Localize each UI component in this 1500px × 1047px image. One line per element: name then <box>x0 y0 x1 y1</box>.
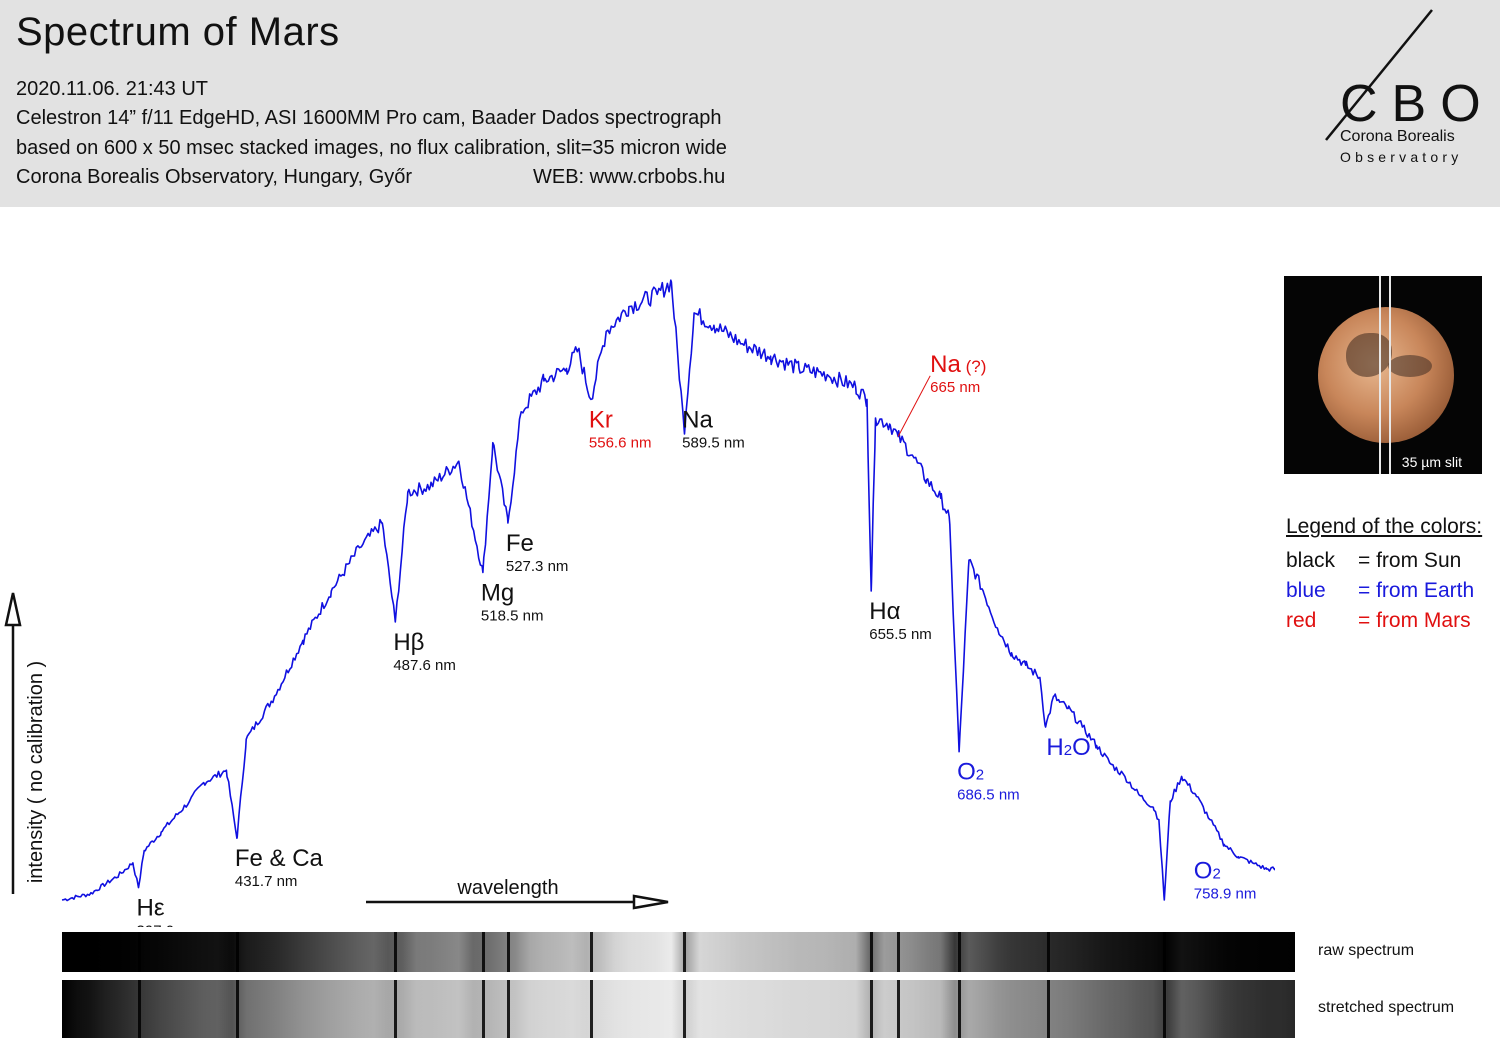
absorption-band <box>394 980 398 1038</box>
legend-item-mars: red = from Mars <box>1286 609 1471 632</box>
slit-edge-right <box>1389 276 1391 474</box>
absorption-band <box>897 980 901 1038</box>
line-wavelength: 397.0 nm <box>137 923 200 927</box>
line-symbol: Hβ <box>393 629 424 656</box>
observatory-logo: CBO Corona Borealis Observatory <box>1320 8 1490 178</box>
line-symbol: Hε <box>137 895 165 922</box>
line-wavelength: 518.5 nm <box>481 607 544 624</box>
line-wavelength: 758.9 nm <box>1194 886 1257 903</box>
absorption-band <box>394 932 398 972</box>
observatory-line: Corona Borealis Observatory, Hungary, Gy… <box>16 166 413 188</box>
line-symbol: O2 <box>1194 858 1221 885</box>
absorption-band <box>897 932 901 972</box>
method-line: based on 600 x 50 msec stacked images, n… <box>16 137 727 159</box>
absorption-band <box>137 932 141 972</box>
y-axis-label: intensity ( no calibration ) <box>25 661 47 883</box>
x-axis: wavelength <box>366 877 669 910</box>
equipment-line: Celestron 14” f/11 EdgeHD, ASI 1600MM Pr… <box>16 107 722 129</box>
logo-observatory-line: Observatory <box>1340 149 1463 165</box>
absorption-band <box>589 980 593 1038</box>
mars-planet <box>1318 307 1454 443</box>
legend-title: Legend of the colors: <box>1286 515 1483 538</box>
line-wavelength: 686.5 nm <box>957 787 1020 804</box>
absorption-band <box>683 980 687 1038</box>
line-symbol: Na <box>682 406 713 433</box>
absorption-band <box>1047 980 1051 1038</box>
absorption-band <box>481 932 485 972</box>
absorption-band <box>870 980 874 1038</box>
legend-item-sun: black = from Sun <box>1286 549 1462 572</box>
spectrum-chart: intensity ( no calibration ) wavelength … <box>4 279 1275 927</box>
x-axis-label: wavelength <box>456 877 558 899</box>
line-wavelength: 589.5 nm <box>682 434 745 451</box>
website-link[interactable]: WEB: www.crbobs.hu <box>533 166 726 188</box>
line-symbol: O2 <box>957 759 984 786</box>
line-symbol: Hα <box>869 598 900 625</box>
stretched-spectrum-strip <box>62 980 1295 1038</box>
line-symbol: Kr <box>589 406 613 433</box>
stretched-spectrum-label: stretched spectrum <box>1318 999 1455 1016</box>
logo-letters: CBO <box>1340 75 1495 133</box>
absorption-band <box>137 980 141 1038</box>
line-wavelength: 527.3 nm <box>506 558 569 575</box>
leader-line <box>897 375 931 437</box>
header-panel: Spectrum of Mars 2020.11.06. 21:43 UT Ce… <box>0 0 1500 207</box>
raw-spectrum-label: raw spectrum <box>1318 942 1415 959</box>
legend-item-earth: blue = from Earth <box>1286 579 1475 602</box>
line-symbol: H2O <box>1046 734 1090 761</box>
observation-date: 2020.11.06. 21:43 UT <box>16 78 208 100</box>
absorption-band <box>958 932 962 972</box>
slit-edge-left <box>1379 276 1381 474</box>
logo-comet-icon <box>1325 9 1433 141</box>
absorption-band <box>506 932 510 972</box>
line-label-8: Na (?)665 nm <box>897 351 986 437</box>
slit-label: 35 µm slit <box>1401 454 1462 470</box>
line-symbol: Mg <box>481 579 514 606</box>
absorption-band <box>1163 980 1167 1038</box>
line-symbol: Na (?) <box>930 351 986 378</box>
line-wavelength: 556.6 nm <box>589 434 652 451</box>
absorption-band <box>506 980 510 1038</box>
line-wavelength: 665 nm <box>930 379 980 396</box>
line-symbol: Fe <box>506 530 534 557</box>
y-axis: intensity ( no calibration ) <box>4 592 47 894</box>
absorption-band <box>235 932 239 972</box>
absorption-band <box>683 932 687 972</box>
absorption-band <box>1047 932 1051 972</box>
line-wavelength: 487.6 nm <box>393 657 456 674</box>
absorption-band <box>589 932 593 972</box>
line-symbol: Fe & Ca <box>235 845 324 872</box>
absorption-band <box>870 932 874 972</box>
raw-spectrum-strip <box>62 932 1295 972</box>
absorption-band <box>1163 932 1167 972</box>
page-title: Spectrum of Mars <box>16 10 340 54</box>
logo-name-line: Corona Borealis <box>1340 128 1455 145</box>
absorption-band <box>958 980 962 1038</box>
mars-inset-image: 35 µm slit <box>1284 276 1482 474</box>
line-label-0: Hε397.0 nm <box>137 895 200 927</box>
line-wavelength: 655.5 nm <box>869 626 932 643</box>
color-legend: Legend of the colors: black = from Sun b… <box>1286 515 1482 639</box>
line-label-10: H2O <box>1046 734 1090 761</box>
spectrum-line <box>61 279 1275 902</box>
absorption-band <box>235 980 239 1038</box>
absorption-band <box>481 980 485 1038</box>
line-wavelength: 431.7 nm <box>235 873 298 890</box>
